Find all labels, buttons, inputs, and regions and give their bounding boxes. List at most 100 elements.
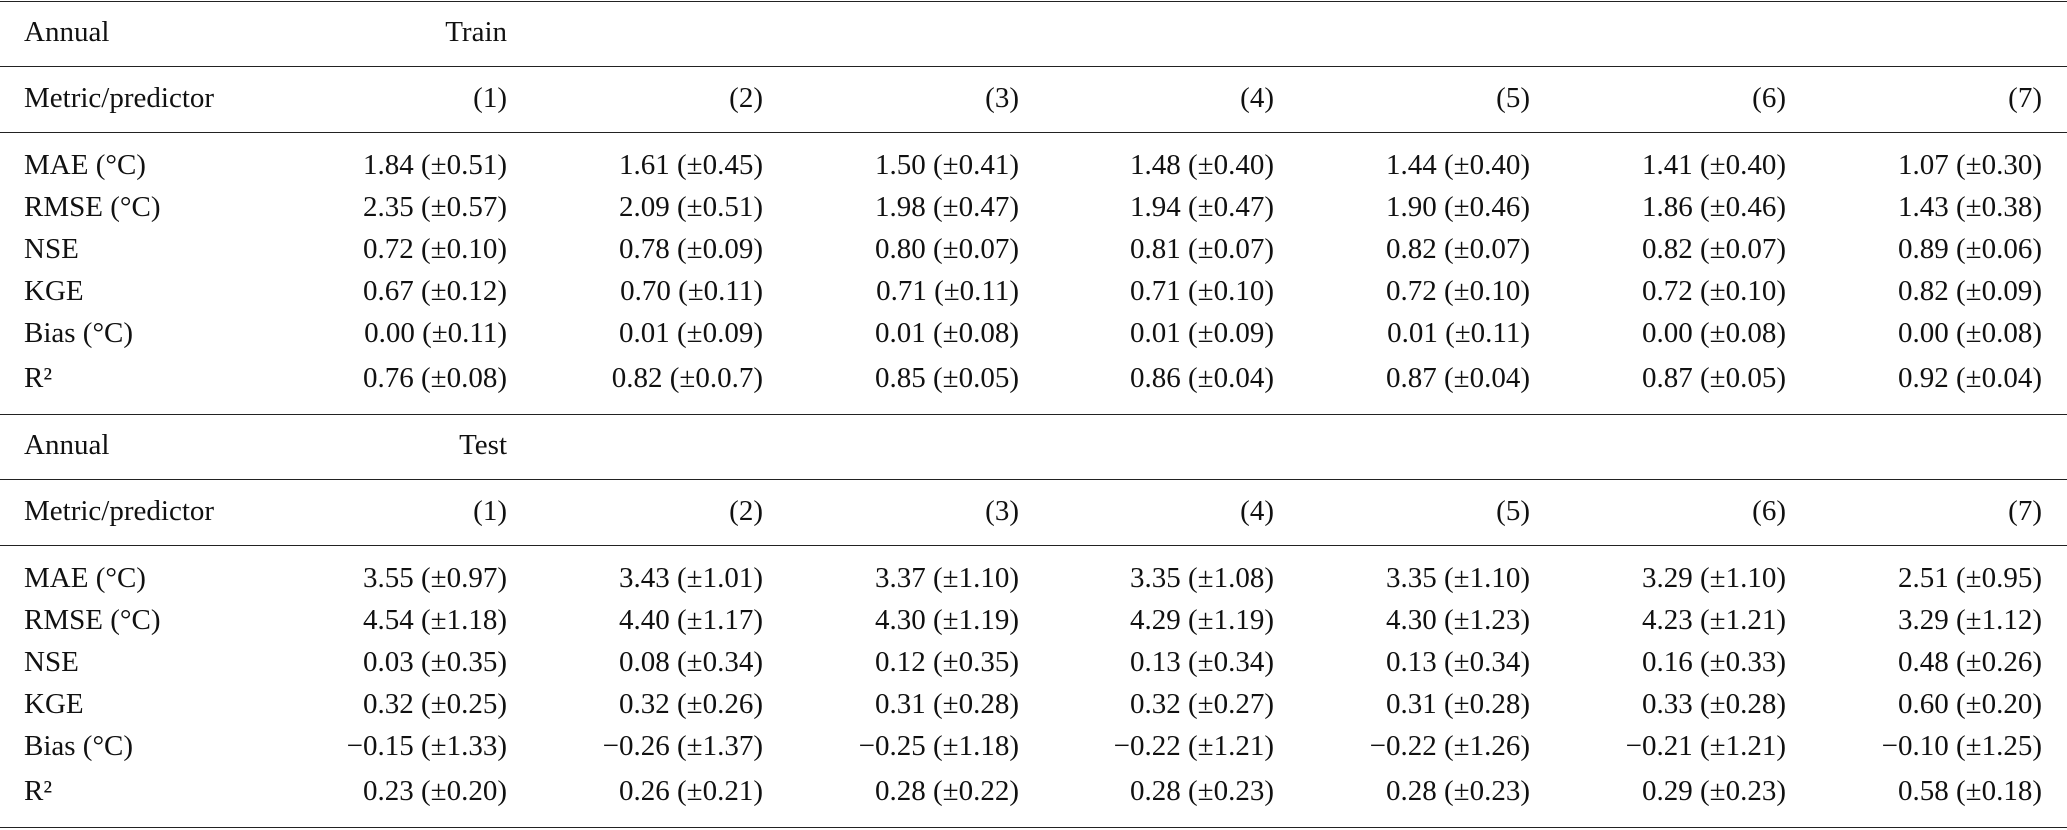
table-cell: 0.81 (±0.07) [1130,233,1274,265]
table-cell: 3.29 (±1.12) [1898,604,2042,636]
table-cell: 3.43 (±1.01) [619,562,763,594]
table-cell: 0.32 (±0.27) [1130,688,1274,720]
table-cell: 0.82 (±0.0.7) [611,362,763,394]
table-cell: 0.13 (±0.34) [1130,646,1274,678]
column-header: (2) [729,82,763,114]
column-header: (5) [1496,82,1530,114]
table-cell: 0.12 (±0.35) [875,646,1019,678]
column-header: (4) [1240,495,1274,527]
rule [0,479,2067,480]
table-cell: 0.31 (±0.28) [1386,688,1530,720]
table-cell: 0.85 (±0.05) [875,362,1019,394]
rule [0,66,2067,67]
table-cell: 0.87 (±0.05) [1642,362,1786,394]
column-header: (7) [2008,82,2042,114]
table-cell: −0.10 (±1.25) [1881,730,2042,762]
table-cell: 0.71 (±0.11) [876,275,1019,307]
table-cell: 0.08 (±0.34) [619,646,763,678]
table-cell: 1.86 (±0.46) [1642,191,1786,223]
table-cell: 3.29 (±1.10) [1642,562,1786,594]
table-cell: 1.84 (±0.51) [363,149,507,181]
table-cell: 3.35 (±1.10) [1386,562,1530,594]
table-cell: 2.35 (±0.57) [363,191,507,223]
section-header: Test [459,429,507,461]
row-label: MAE (°C) [24,562,146,594]
rule [0,414,2067,415]
row-label: MAE (°C) [24,149,146,181]
table-cell: 0.76 (±0.08) [363,362,507,394]
table-cell: 0.82 (±0.09) [1898,275,2042,307]
row-label: RMSE (°C) [24,191,161,223]
table-cell: −0.15 (±1.33) [346,730,507,762]
table-cell: 1.07 (±0.30) [1898,149,2042,181]
row-label: RMSE (°C) [24,604,161,636]
table-cell: 0.03 (±0.35) [363,646,507,678]
table-cell: 0.00 (±0.08) [1898,317,2042,349]
table-cell: 4.23 (±1.21) [1642,604,1786,636]
table-cell: 0.78 (±0.09) [619,233,763,265]
table-cell: 0.28 (±0.23) [1386,775,1530,807]
table-cell: 0.92 (±0.04) [1898,362,2042,394]
table-cell: 1.41 (±0.40) [1642,149,1786,181]
column-header: (1) [473,82,507,114]
table-cell: 4.30 (±1.19) [875,604,1019,636]
table-cell: 1.61 (±0.45) [619,149,763,181]
row-label: NSE [24,646,79,678]
table-cell: 0.01 (±0.09) [619,317,763,349]
row-label: KGE [24,688,84,720]
table-cell: 0.01 (±0.09) [1130,317,1274,349]
table-cell: 0.29 (±0.23) [1642,775,1786,807]
table-cell: 0.87 (±0.04) [1386,362,1530,394]
column-header: Metric/predictor [24,495,215,527]
table-cell: 1.44 (±0.40) [1386,149,1530,181]
table-cell: 0.33 (±0.28) [1642,688,1786,720]
table-cell: 0.86 (±0.04) [1130,362,1274,394]
table-cell: 0.32 (±0.25) [363,688,507,720]
table-cell: 1.90 (±0.46) [1386,191,1530,223]
table-cell: −0.25 (±1.18) [858,730,1019,762]
table-cell: 0.31 (±0.28) [875,688,1019,720]
table-cell: 2.09 (±0.51) [619,191,763,223]
table-cell: −0.26 (±1.37) [602,730,763,762]
column-header: (5) [1496,495,1530,527]
table-cell: 0.60 (±0.20) [1898,688,2042,720]
table-cell: −0.22 (±1.26) [1369,730,1530,762]
column-header: (7) [2008,495,2042,527]
table-cell: 0.58 (±0.18) [1898,775,2042,807]
column-header: Metric/predictor [24,82,215,114]
table-cell: 0.48 (±0.26) [1898,646,2042,678]
table-cell: −0.22 (±1.21) [1113,730,1274,762]
table-cell: 0.28 (±0.22) [875,775,1019,807]
row-label: Bias (°C) [24,730,134,762]
table-cell: 0.13 (±0.34) [1386,646,1530,678]
rule [0,132,2067,133]
row-label: R² [24,775,53,807]
row-label: NSE [24,233,79,265]
table-cell: 4.30 (±1.23) [1386,604,1530,636]
column-header: (2) [729,495,763,527]
table-cell: 0.28 (±0.23) [1130,775,1274,807]
table-cell: 0.72 (±0.10) [363,233,507,265]
section-header: Annual [24,16,110,48]
column-header: (6) [1752,82,1786,114]
table-cell: 3.55 (±0.97) [363,562,507,594]
row-label: R² [24,362,53,394]
column-header: (3) [985,495,1019,527]
table-cell: 0.16 (±0.33) [1642,646,1786,678]
table-cell: 2.51 (±0.95) [1898,562,2042,594]
table-cell: 0.26 (±0.21) [619,775,763,807]
table-cell: 0.01 (±0.08) [875,317,1019,349]
table-cell: 0.72 (±0.10) [1386,275,1530,307]
section-header: Train [445,16,507,48]
row-label: KGE [24,275,84,307]
column-header: (6) [1752,495,1786,527]
table-cell: 0.80 (±0.07) [875,233,1019,265]
table-cell: 4.54 (±1.18) [363,604,507,636]
table-cell: 0.01 (±0.11) [1387,317,1530,349]
table-cell: 3.35 (±1.08) [1130,562,1274,594]
table-cell: 1.48 (±0.40) [1130,149,1274,181]
table-cell: 1.98 (±0.47) [875,191,1019,223]
table-cell: 0.71 (±0.10) [1130,275,1274,307]
table-cell: 0.70 (±0.11) [620,275,763,307]
table-cell: 0.67 (±0.12) [363,275,507,307]
